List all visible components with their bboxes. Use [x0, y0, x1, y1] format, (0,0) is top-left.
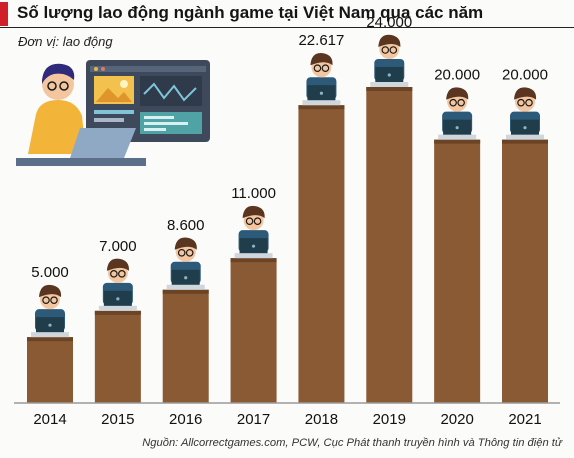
value-label-2016: 8.600: [167, 217, 205, 234]
value-label-2018: 22.617: [298, 32, 344, 49]
x-axis-labels-group: 2014 2015 2016 2017 2018 2019 2020 2021: [33, 411, 541, 428]
person-head: [42, 68, 74, 100]
x-tick-label-2020: 2020: [440, 411, 473, 428]
chart-title: Số lượng lao động ngành game tại Việt Na…: [17, 3, 484, 22]
desk: [16, 158, 146, 166]
bar-top-2020: [434, 139, 481, 144]
bar-2016: [162, 289, 209, 403]
developer-figure-2014: [31, 284, 69, 338]
bar-2021: [502, 139, 548, 403]
bar-top-2016: [162, 289, 209, 294]
laptop: [70, 128, 136, 158]
developer-figure-2021: [506, 87, 544, 140]
developer-figure-2020: [438, 87, 477, 140]
title-bar: Số lượng lao động ngành game tại Việt Na…: [0, 0, 574, 30]
value-label-2020: 20.000: [434, 67, 480, 84]
figures-group: [31, 34, 544, 338]
x-tick-label-2021: 2021: [508, 411, 541, 428]
value-label-2021: 20.000: [502, 67, 548, 84]
bar-2018: [298, 105, 345, 403]
value-label-2019: 24.000: [366, 14, 412, 31]
title-accent-bar: [0, 2, 8, 26]
bar-top-2015: [94, 310, 141, 315]
x-tick-label-2014: 2014: [33, 411, 66, 428]
bar-2020: [434, 139, 481, 403]
x-tick-label-2016: 2016: [169, 411, 202, 428]
x-tick-label-2017: 2017: [237, 411, 270, 428]
developer-figure-2018: [302, 52, 341, 106]
bar-top-2021: [502, 139, 548, 144]
bar-2017: [230, 258, 277, 403]
developer-illustration: [16, 60, 210, 166]
developer-figure-2019: [370, 34, 409, 87]
x-tick-label-2018: 2018: [305, 411, 338, 428]
value-label-2015: 7.000: [99, 238, 137, 255]
bar-top-2017: [230, 258, 277, 263]
person-body: [28, 100, 86, 154]
developer-figure-2017: [234, 205, 273, 259]
bars-group: [27, 87, 548, 403]
source-note: Nguồn: Allcorrectgames.com, PCW, Cục Phá…: [142, 437, 562, 449]
value-labels-group: 5.000 7.000 8.600 11.000 22.617 24.000 20.000 2…: [31, 14, 548, 281]
bar-top-2014: [27, 337, 73, 342]
bar-top-2018: [298, 105, 345, 110]
bar-top-2019: [366, 87, 413, 91]
bar-2014: [27, 337, 73, 403]
bar-2015: [94, 310, 141, 403]
developer-figure-2015: [98, 258, 137, 311]
bar-2019: [366, 87, 413, 403]
unit-label: Đơn vị: lao động: [18, 34, 113, 49]
value-label-2014: 5.000: [31, 264, 69, 281]
value-label-2017: 11.000: [231, 185, 276, 202]
developer-figure-2016: [166, 237, 205, 290]
title-rule: [0, 27, 574, 28]
x-tick-label-2015: 2015: [101, 411, 134, 428]
x-tick-label-2019: 2019: [373, 411, 406, 428]
